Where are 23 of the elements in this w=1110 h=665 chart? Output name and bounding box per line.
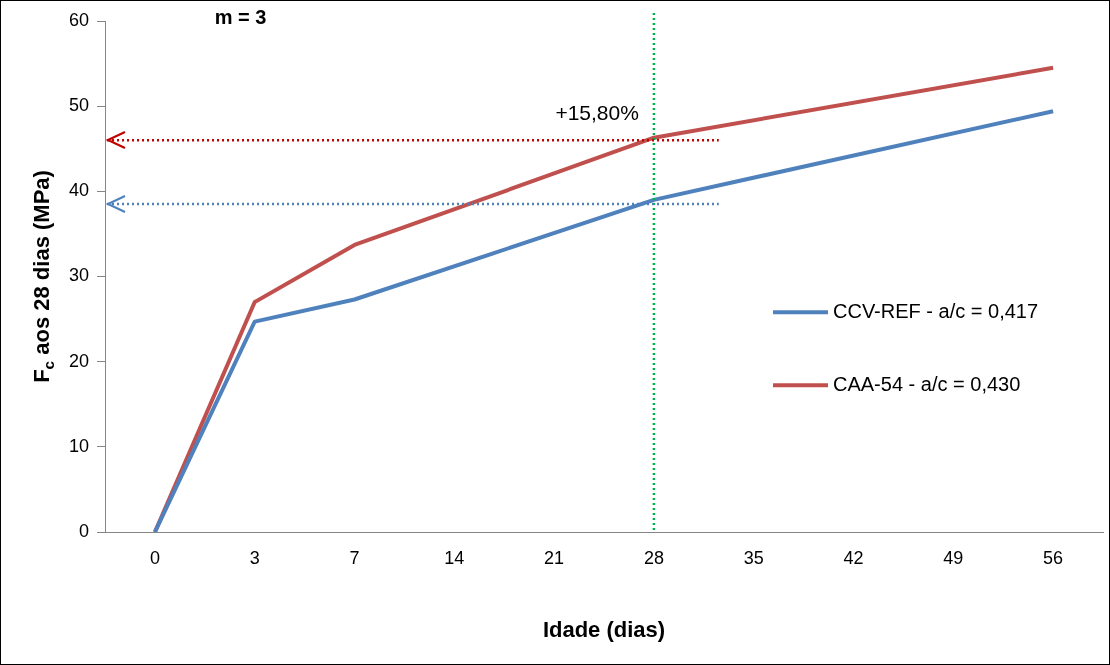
x-tick-label: 3 <box>249 547 260 568</box>
y-tick-label: 10 <box>68 435 90 456</box>
legend-label: CCV-REF - a/c = 0,417 <box>833 299 1039 322</box>
x-tick-label: 21 <box>544 547 565 568</box>
legend-label: CAA-54 - a/c = 0,430 <box>833 372 1021 395</box>
x-tick-label: 7 <box>349 547 360 568</box>
y-tick-label: 50 <box>68 95 90 116</box>
x-tick-label: 42 <box>843 547 864 568</box>
y-tick-label: 30 <box>68 265 90 286</box>
y-tick-label: 40 <box>68 180 90 201</box>
x-tick-label: 49 <box>943 547 964 568</box>
y-tick-label: 20 <box>68 350 90 371</box>
y-tick-label: 60 <box>68 9 90 30</box>
annotation: +15,80% <box>555 101 639 125</box>
x-tick-label: 56 <box>1043 547 1064 568</box>
x-axis-title: Idade (dias) <box>542 616 666 642</box>
x-tick-label: 14 <box>444 547 465 568</box>
x-tick-label: 35 <box>743 547 764 568</box>
annotation: m = 3 <box>214 5 267 28</box>
y-axis-title: Fc aos 28 dias (MPa) <box>29 170 57 383</box>
x-tick-label: 28 <box>643 547 664 568</box>
x-tick-label: 0 <box>149 547 160 568</box>
y-tick-label: 0 <box>79 520 90 541</box>
